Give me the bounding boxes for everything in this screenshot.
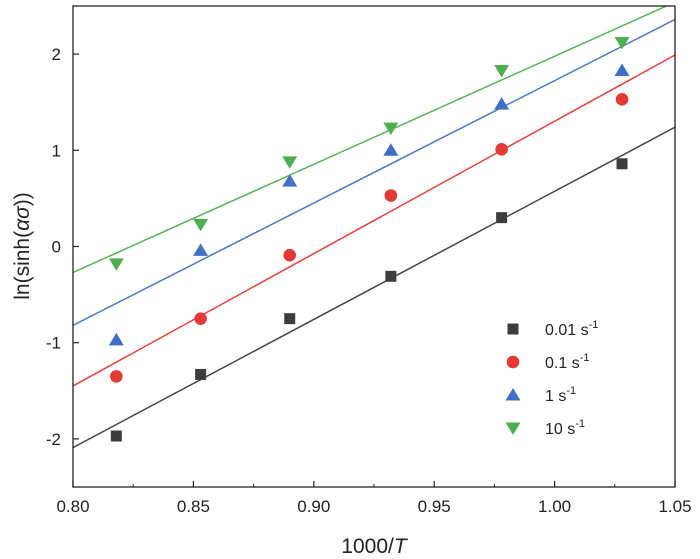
data-point-series-3 (108, 258, 124, 271)
data-point-series-1 (110, 370, 123, 383)
legend: 0.01 s-1 0.1 s-1 1 s-1 10 s-1 (505, 319, 598, 438)
data-point-series-0 (110, 430, 122, 442)
data-point-series-3 (282, 156, 298, 169)
fit-line-series-3 (73, 6, 669, 274)
legend-label: 1 s-1 (545, 385, 576, 405)
data-point-series-2 (383, 143, 399, 156)
data-point-series-1 (495, 143, 508, 156)
data-point-series-1 (615, 93, 629, 106)
data-point-series-3 (193, 218, 209, 232)
x-tick-label: 0.90 (297, 497, 330, 516)
y-tick-label: 0 (52, 238, 61, 257)
y-axis-title: ln(sinh(ασ)) (11, 192, 34, 300)
legend-marker-series-3 (505, 422, 521, 435)
data-point-series-0 (385, 270, 397, 282)
y-tick-label: -2 (46, 430, 61, 449)
y-tick-label: -1 (46, 334, 61, 353)
data-point-series-3 (614, 37, 630, 50)
y-tick-label: 1 (52, 141, 61, 160)
data-point-series-1 (194, 312, 207, 325)
data-point-series-3 (494, 64, 510, 78)
legend-label: 0.01 s-1 (545, 319, 598, 339)
fit-line-series-2 (73, 18, 675, 327)
plot-frame (72, 5, 676, 488)
x-tick-label: 1.00 (538, 497, 571, 516)
data-point-series-3 (383, 122, 399, 136)
x-axis: 0.80 0.85 0.90 0.95 1.00 1.05 (56, 481, 692, 516)
data-point-series-2 (614, 63, 630, 76)
legend-marker-series-1 (506, 355, 520, 369)
x-tick-label: 0.95 (418, 497, 451, 516)
x-axis-title: 1000/T (341, 535, 409, 558)
fit-line-series-0 (73, 126, 675, 449)
data-point-series-2 (108, 332, 124, 346)
y-tick-label: 2 (52, 45, 61, 64)
legend-marker-series-0 (507, 323, 519, 335)
x-tick-label: 0.80 (56, 497, 89, 516)
legend-marker-series-2 (505, 388, 521, 401)
data-point-series-0 (195, 368, 207, 380)
x-tick-label: 0.85 (177, 497, 210, 516)
y-axis: -2 -1 0 1 2 (46, 45, 79, 488)
fit-line-series-1 (73, 54, 675, 387)
data-points (108, 37, 630, 442)
data-point-series-1 (283, 248, 297, 262)
x-tick-label: 1.05 (658, 497, 691, 516)
fit-lines (73, 6, 675, 449)
legend-label: 10 s-1 (545, 418, 585, 438)
data-point-series-2 (193, 243, 209, 256)
data-point-series-0 (284, 313, 296, 325)
data-point-series-1 (384, 189, 398, 202)
data-point-series-2 (282, 174, 298, 187)
data-point-series-0 (496, 212, 508, 224)
legend-label: 0.1 s-1 (545, 352, 589, 372)
data-point-series-2 (494, 97, 510, 110)
data-point-series-0 (616, 158, 628, 170)
